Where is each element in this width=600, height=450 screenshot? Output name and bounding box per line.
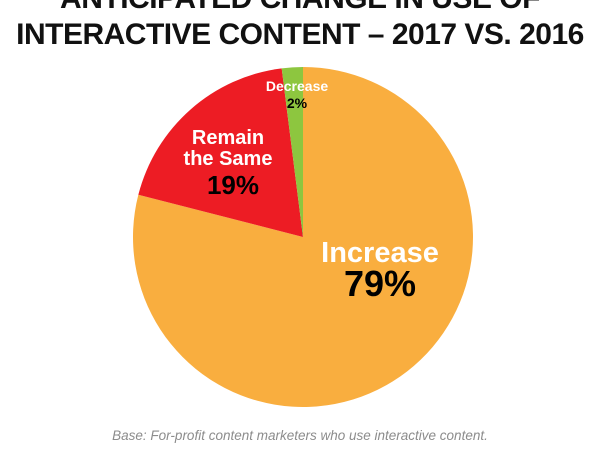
slice-value-remain-the-same: 19%	[207, 170, 259, 200]
pie-slice-increase	[132, 67, 473, 407]
footnote: Base: For-profit content marketers who u…	[112, 428, 488, 443]
slice-value-increase: 79%	[344, 263, 416, 304]
chart-title-line-1: ANTICIPATED CHANGE IN USE OF	[0, 0, 600, 16]
slice-label-remain-line-2: the Same	[184, 148, 273, 170]
chart-title-line-2: INTERACTIVE CONTENT – 2017 VS. 2016	[16, 18, 584, 51]
slice-label-remain-line-1: Remain	[192, 127, 264, 149]
pie-slice-decrease	[281, 67, 303, 237]
pie-slice-remain-the-same	[138, 68, 303, 237]
slice-label-decrease: Decrease	[266, 78, 328, 94]
label-group-increase: Increase 79%	[321, 237, 439, 304]
slice-label-increase: Increase	[321, 237, 439, 269]
label-group-remain-the-same: Remain the Same 19%	[184, 127, 273, 200]
slice-value-decrease: 2%	[287, 95, 308, 111]
label-group-decrease: Decrease 2%	[266, 78, 328, 111]
